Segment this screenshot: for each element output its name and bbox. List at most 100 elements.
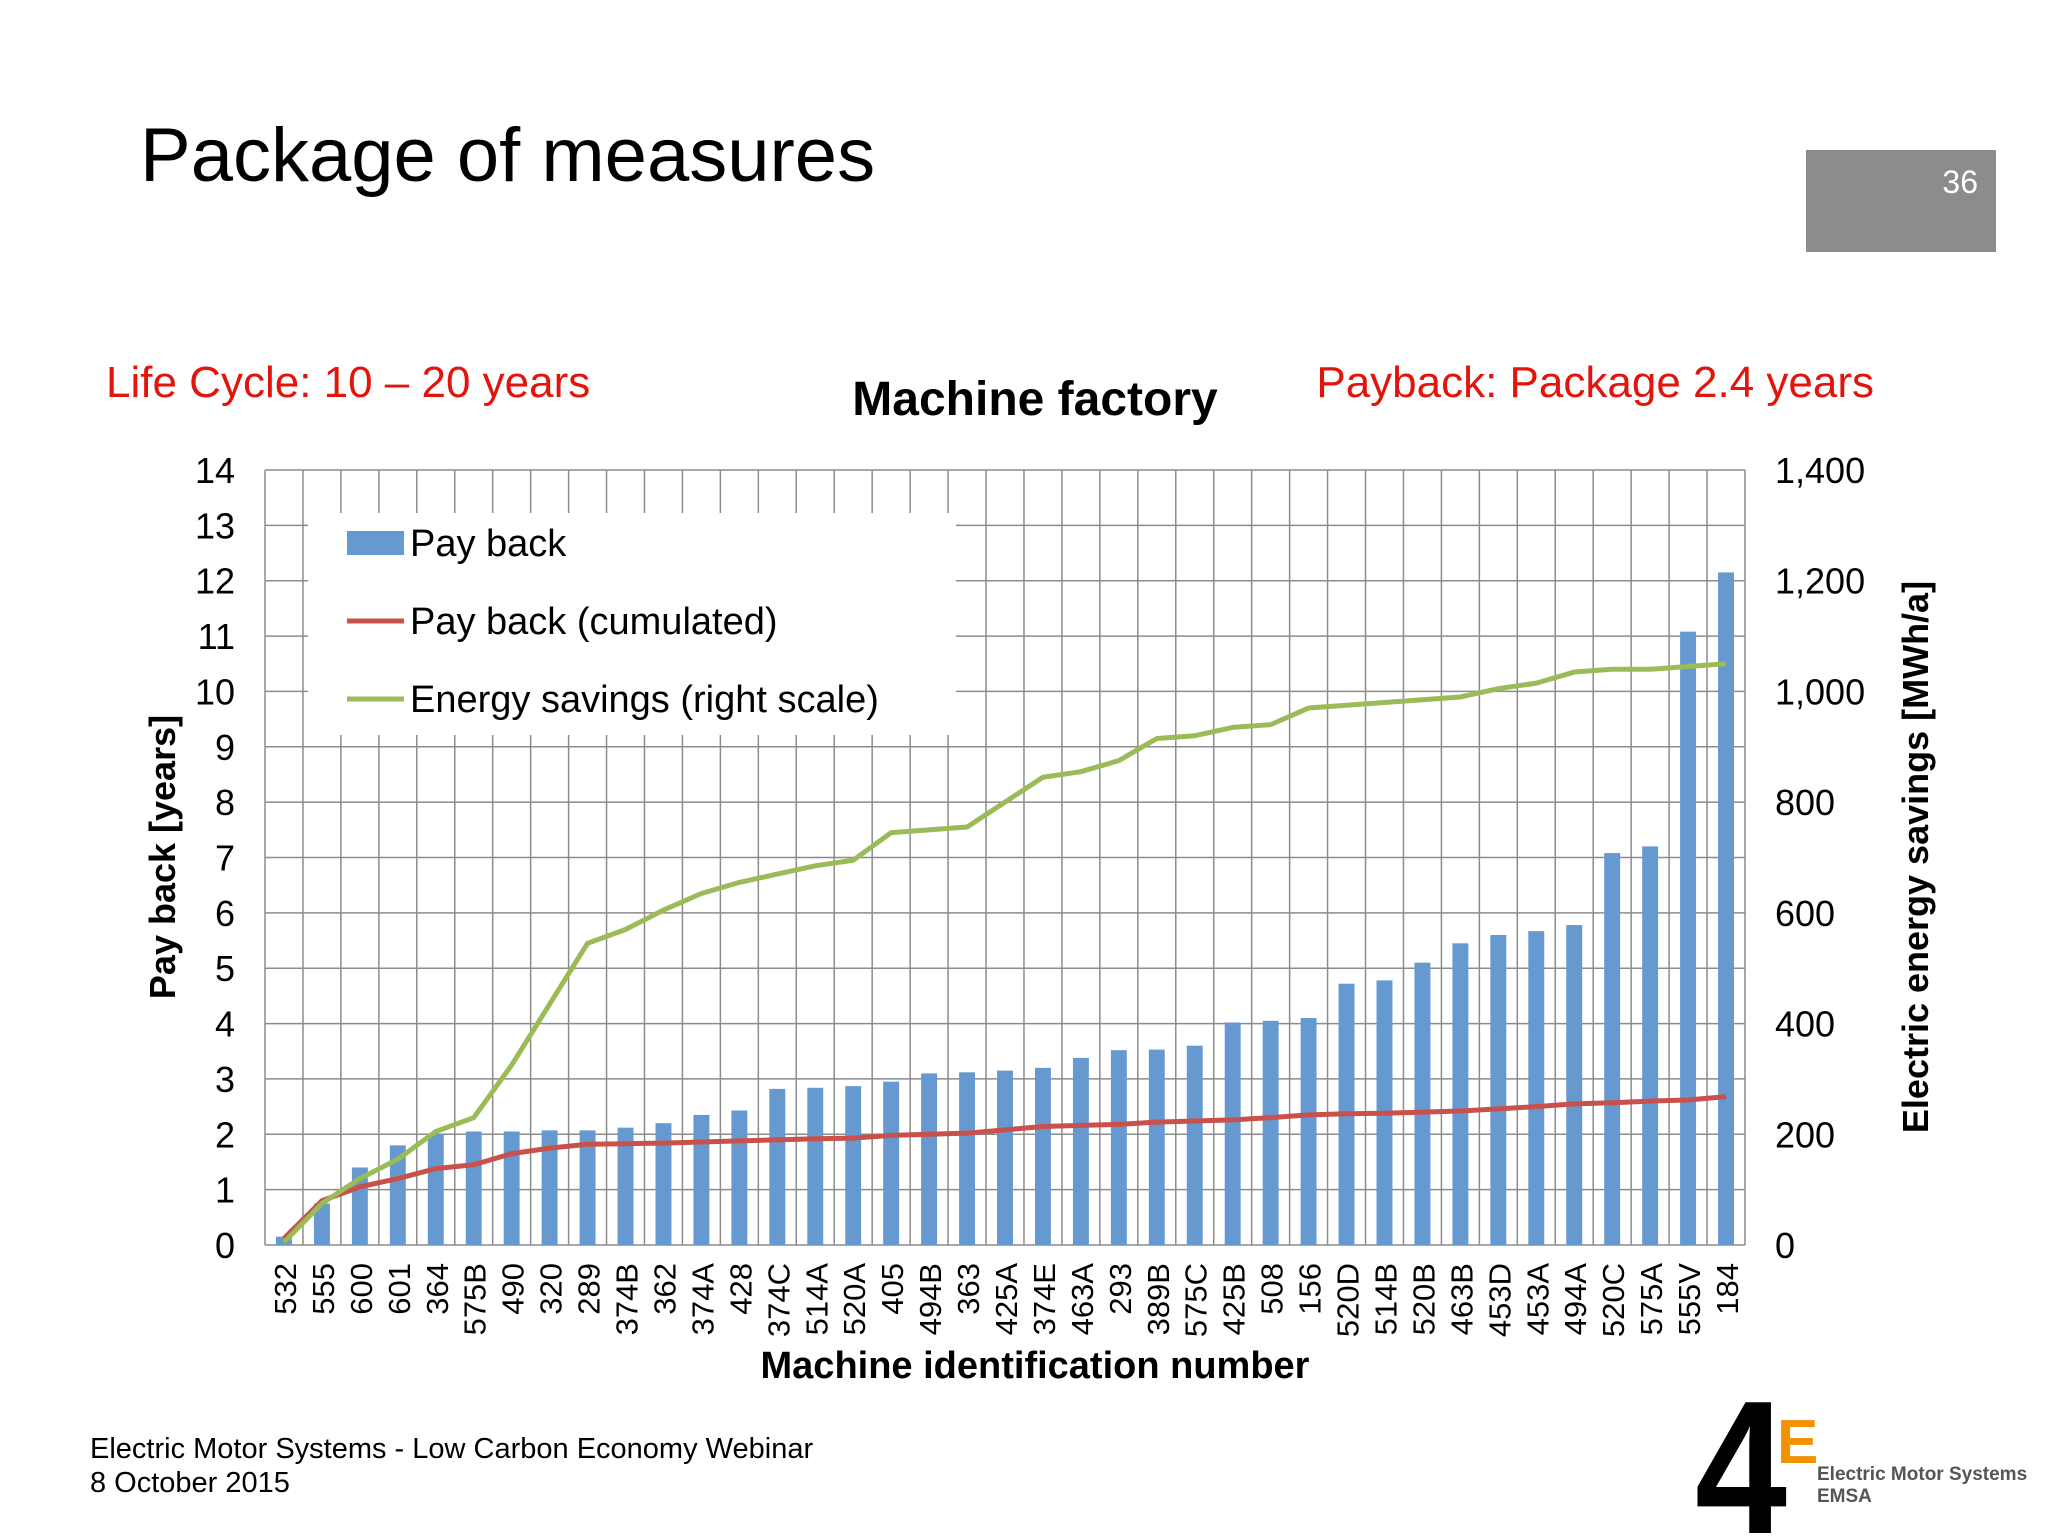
payback-bar — [1718, 572, 1734, 1245]
payback-bar — [427, 1134, 444, 1245]
y-tick-label: 13 — [195, 505, 235, 546]
y-tick-label: 8 — [215, 782, 235, 823]
y2-tick-label: 600 — [1775, 893, 1835, 934]
x-tick-label: 490 — [496, 1263, 531, 1315]
x-axis-title: Machine identification number — [761, 1345, 1310, 1380]
x-tick-label: 514B — [1368, 1263, 1403, 1335]
x-tick-label: 514A — [799, 1263, 834, 1336]
payback-bar — [1148, 1049, 1165, 1245]
payback-bar — [845, 1086, 862, 1245]
y2-axis-title: Electric energy savings [MWh/a] — [1895, 581, 1936, 1133]
payback-chart: 0123456789101112131402004006008001,0001,… — [142, 450, 1936, 1380]
payback-bar — [1490, 935, 1507, 1245]
payback-bar — [1186, 1045, 1203, 1245]
payback-bar — [503, 1131, 520, 1245]
y-tick-label: 2 — [215, 1114, 235, 1155]
x-tick-label: 425B — [1217, 1263, 1252, 1335]
payback-bar — [1566, 925, 1583, 1245]
x-tick-label: 520A — [837, 1263, 872, 1336]
payback-bar — [655, 1123, 672, 1245]
x-tick-label: 320 — [534, 1263, 569, 1315]
x-tick-label: 575C — [1179, 1263, 1214, 1337]
x-tick-label: 555 — [306, 1263, 341, 1315]
payback-bar — [1262, 1020, 1279, 1245]
payback-bar — [313, 1203, 330, 1245]
payback-bar — [1224, 1022, 1241, 1245]
logo-line2: EMSA — [1817, 1486, 1872, 1507]
x-tick-label: 184 — [1710, 1263, 1745, 1315]
x-tick-label: 425A — [989, 1263, 1024, 1336]
x-tick-label: 453D — [1482, 1263, 1517, 1337]
payback-bar — [1034, 1067, 1051, 1245]
payback-bar — [1528, 931, 1545, 1245]
x-tick-label: 601 — [382, 1263, 417, 1315]
payback-bar — [1604, 853, 1621, 1245]
y-tick-label: 0 — [215, 1225, 235, 1266]
payback-note: Payback: Package 2.4 years — [1316, 358, 1874, 407]
payback-bar — [389, 1145, 406, 1245]
slide-title: Package of measures — [140, 113, 876, 198]
x-tick-label: 520B — [1406, 1263, 1441, 1335]
logo-mark: 4 — [1695, 1388, 1787, 1538]
payback-bar — [997, 1070, 1013, 1245]
x-tick-label: 494B — [913, 1263, 948, 1335]
y2-tick-label: 1,200 — [1775, 561, 1865, 602]
x-tick-label: 362 — [647, 1263, 682, 1315]
x-tick-label: 520D — [1331, 1263, 1366, 1337]
y-tick-label: 14 — [195, 450, 235, 491]
y-tick-label: 4 — [215, 1004, 235, 1045]
payback-bar — [1642, 846, 1659, 1245]
x-tick-label: 428 — [723, 1263, 758, 1315]
y2-tick-label: 400 — [1775, 1004, 1835, 1045]
x-tick-label: 555V — [1672, 1263, 1707, 1336]
legend-box — [308, 513, 956, 735]
y2-tick-label: 800 — [1775, 782, 1835, 823]
legend-swatch-payback — [347, 531, 404, 555]
payback-bar — [1452, 943, 1469, 1245]
payback-bar — [883, 1081, 900, 1245]
y-tick-label: 5 — [215, 948, 235, 989]
payback-bar — [731, 1110, 748, 1245]
y-tick-label: 6 — [215, 893, 235, 934]
x-tick-label: 575A — [1634, 1263, 1669, 1336]
y2-tick-label: 1,000 — [1775, 671, 1865, 712]
payback-bar — [769, 1088, 786, 1245]
y-tick-label: 10 — [195, 671, 235, 712]
cumulated-payback-line — [282, 1094, 1727, 1241]
x-tick-label: 463A — [1065, 1263, 1100, 1336]
payback-bar — [807, 1087, 824, 1245]
payback-bar — [921, 1073, 938, 1245]
y-tick-label: 7 — [215, 838, 235, 879]
y-tick-label: 9 — [215, 727, 235, 768]
y-tick-label: 3 — [215, 1059, 235, 1100]
x-tick-label: 363 — [951, 1263, 986, 1315]
energy-savings-line — [282, 661, 1727, 1244]
footer-webinar: Electric Motor Systems - Low Carbon Econ… — [90, 1433, 814, 1465]
logo-line1: Electric Motor Systems — [1817, 1464, 2027, 1485]
x-tick-label: 374E — [1027, 1263, 1062, 1335]
y-axis-title: Pay back [years] — [142, 715, 183, 999]
y2-tick-label: 0 — [1775, 1225, 1795, 1266]
x-tick-label: 293 — [1103, 1263, 1138, 1315]
x-tick-label: 520C — [1596, 1263, 1631, 1337]
x-tick-label: 389B — [1141, 1263, 1176, 1335]
payback-bar — [617, 1127, 634, 1245]
y-tick-label: 1 — [215, 1170, 235, 1211]
y2-tick-label: 1,400 — [1775, 450, 1865, 491]
x-tick-label: 494A — [1558, 1263, 1593, 1336]
emsa-logo: 4 E Electric Motor Systems EMSA — [1695, 1388, 2027, 1538]
y-tick-label: 11 — [198, 616, 235, 657]
logo-accent: E — [1777, 1408, 1818, 1477]
payback-bar — [693, 1114, 710, 1245]
y-tick-label: 12 — [195, 561, 235, 602]
legend-label-payback: Pay back — [410, 523, 567, 565]
payback-bar — [541, 1130, 558, 1245]
y2-tick-label: 200 — [1775, 1114, 1835, 1155]
footer-date: 8 October 2015 — [90, 1467, 290, 1499]
legend-label-energy: Energy savings (right scale) — [410, 679, 879, 721]
x-tick-label: 508 — [1255, 1263, 1290, 1315]
x-tick-label: 575B — [458, 1263, 493, 1335]
x-tick-label: 374A — [685, 1263, 720, 1336]
x-tick-label: 463B — [1444, 1263, 1479, 1335]
x-tick-label: 364 — [420, 1263, 455, 1315]
